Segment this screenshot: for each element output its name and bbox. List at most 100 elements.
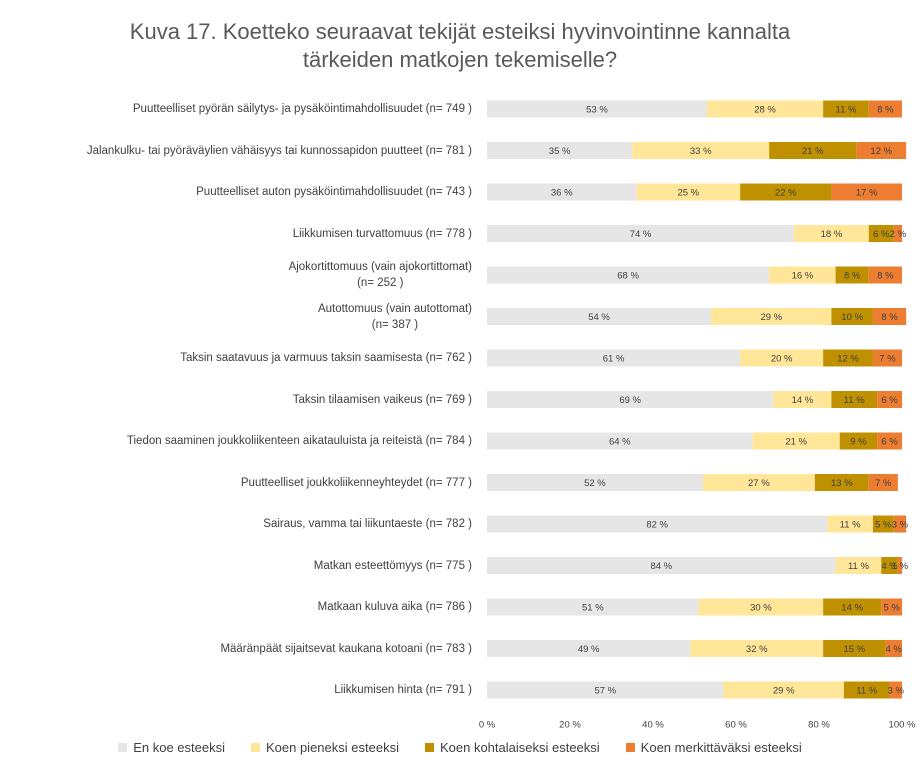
category-label: Taksin saatavuus ja varmuus taksin saami… (2, 350, 472, 366)
category-text: Puutteelliset joukkoliikenneyhteydet (n=… (240, 476, 472, 489)
bar-segment (877, 432, 902, 450)
data-label: 14 % (841, 603, 863, 614)
legend-item: En koe esteeksi (118, 740, 225, 755)
category-label: Puutteelliset joukkoliikenneyhteydet (n=… (2, 475, 472, 491)
data-label: 9 % (850, 437, 867, 448)
bar-segment (881, 557, 898, 574)
bar-segment (487, 225, 795, 242)
category-label: Taksin tilaamisen vaikeus (n= 769 ) (2, 392, 472, 408)
chart-title: Kuva 17. Koetteko seuraavat tekijät este… (129, 19, 791, 72)
data-label: 49 % (578, 644, 600, 655)
bar-segment (823, 100, 869, 118)
data-label: 74 % (630, 229, 652, 240)
category-label: Puutteelliset auton pysäköintimahdollisu… (2, 184, 472, 200)
category-text: Määränpäät sijaitsevat kaukana kotoani (… (220, 642, 472, 655)
data-label: 2 % (890, 229, 907, 240)
category-text: Taksin tilaamisen vaikeus (n= 769 ) (292, 393, 472, 406)
data-label: 69 % (619, 395, 641, 406)
x-tick-label: 80 % (808, 720, 830, 731)
data-label: 6 % (881, 437, 898, 448)
data-label: 29 % (760, 312, 782, 323)
bar-segment (487, 142, 633, 159)
bar-segment (872, 515, 894, 533)
bar-segment (487, 474, 703, 491)
category-text: Ajokortittomuus (vain ajokortittomat) (n… (288, 261, 472, 289)
bar-segment (487, 515, 828, 533)
bar-segment (843, 681, 890, 699)
x-tick-label: 20 % (559, 720, 581, 731)
data-label: 32 % (746, 644, 768, 655)
legend: En koe esteeksi Koen pieneksi esteeksi Koe… (0, 740, 920, 755)
data-label: 3 % (892, 520, 909, 531)
bar-segment (897, 557, 902, 574)
data-label: 52 % (584, 478, 606, 489)
bar-segment (740, 183, 832, 201)
data-label: 35 % (549, 146, 571, 157)
bar-segment (827, 515, 873, 533)
bar-segment (889, 681, 902, 699)
bar-segment (868, 266, 902, 284)
data-label: 36 % (551, 188, 573, 199)
bar-segment (487, 183, 637, 201)
x-tick-label: 40 % (642, 720, 664, 731)
data-label: 64 % (609, 437, 631, 448)
category-text: Jalankulku- tai pyöräväylien vähäisyys t… (86, 144, 472, 157)
bar-segment (893, 515, 907, 533)
bar-segment (868, 225, 894, 242)
bar-segment (487, 391, 774, 408)
bar-segment (487, 557, 836, 574)
data-label: 7 % (875, 478, 892, 489)
data-label: 5 % (883, 603, 900, 614)
bar-segment (706, 100, 824, 118)
data-label: 11 % (856, 686, 878, 697)
category-text: Autottomuus (vain autottomat) (n= 387 ) (317, 302, 472, 331)
category-label: Määränpäät sijaitsevat kaukana kotoani (… (2, 641, 472, 657)
x-tick-label: 0 % (479, 720, 496, 731)
bar-segment (872, 308, 907, 325)
bar-segment (868, 474, 898, 491)
bar-segment (702, 474, 815, 491)
data-label: 18 % (821, 229, 843, 240)
data-label: 11 % (848, 561, 870, 572)
legend-item: Koen pieneksi esteeksi (250, 740, 399, 755)
legend-label: Koen kohtalaiseksi esteeksi (439, 740, 600, 755)
category-text: Liikkumisen turvattomuus (n= 778 ) (292, 227, 472, 240)
bar-segment (856, 142, 907, 159)
bar-segment (835, 557, 882, 574)
bar-segment (769, 266, 836, 284)
data-label: 5 % (875, 520, 892, 531)
bar-segment (752, 432, 840, 450)
legend-item: Koen merkittäväksi esteeksi (625, 740, 802, 755)
bar-segment (823, 640, 886, 657)
category-text: Matkaan kuluva aika (n= 786 ) (317, 601, 472, 613)
bar-segment (893, 225, 902, 242)
bar-segment (839, 432, 878, 450)
data-label: 25 % (677, 188, 699, 199)
data-label: 15 % (843, 644, 865, 655)
data-label: 8 % (877, 271, 894, 282)
data-label: 22 % (775, 188, 797, 199)
data-label: 4 % (886, 644, 903, 655)
bar-segment (877, 391, 902, 408)
data-label: 11 % (835, 105, 857, 116)
data-label: 3 % (888, 686, 905, 697)
bar-segment (487, 598, 699, 616)
data-label: 16 % (792, 271, 814, 282)
data-label: 21 % (785, 437, 807, 448)
data-label: 11 % (844, 395, 866, 406)
bar-segment (487, 432, 753, 450)
bar-segment (823, 598, 882, 616)
bar-segment (487, 349, 741, 367)
bar-segment (835, 266, 869, 284)
data-label: 33 % (690, 146, 712, 157)
legend-label: En koe esteeksi (133, 740, 225, 755)
data-label: 12 % (837, 354, 859, 365)
bar-segment (831, 308, 873, 325)
bar-segment (814, 474, 869, 491)
data-label: 20 % (771, 354, 793, 365)
data-label: 21 % (802, 146, 824, 157)
legend-label: Koen pieneksi esteeksi (265, 740, 399, 755)
bar-segment (831, 391, 878, 408)
bar-segment (773, 391, 832, 408)
